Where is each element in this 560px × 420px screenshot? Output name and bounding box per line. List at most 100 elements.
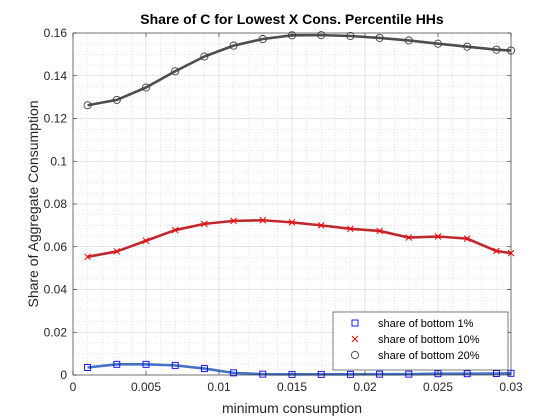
data-point [201,220,208,228]
marker-stroke [84,253,91,261]
data-point [434,370,442,378]
legend-item: share of bottom 1% [351,318,474,330]
data-point [259,370,267,378]
data-point [492,370,500,377]
data-point [492,45,501,54]
data-point [258,34,267,44]
legend-item: share of bottom 20% [350,350,480,362]
data-point [171,226,179,234]
data-point [346,31,355,41]
marker-stroke [201,220,208,228]
series-line [87,218,512,259]
marker-stroke [347,225,354,233]
legend-label: share of bottom 10% [378,334,480,346]
legend-label: share of bottom 1% [378,318,474,330]
data-point [463,370,471,378]
y-tick-label: 0 [60,368,67,382]
tick-labels: 0 0.005 0.01 0.015 0.02 0.025 0.03 0 0.02 0.04 0.0… [44,26,523,394]
marker-stroke [317,222,325,229]
legend-marker [351,335,359,343]
marker-stroke [493,247,500,255]
legend-item: share of bottom 10% [351,334,480,346]
data-point [463,42,472,51]
data-point [84,364,92,371]
data-point [493,247,500,255]
data-point [347,225,354,233]
data-point [375,33,384,42]
x-axis-label: minimum consumption [222,400,362,416]
series-line [87,363,512,376]
x-tick-label: 0.005 [131,380,161,394]
marker-stroke [376,227,383,235]
y-tick-label: 0.04 [44,283,68,297]
y-tick-label: 0.08 [44,197,68,211]
series-line [87,33,512,107]
data-point [317,370,325,378]
data-point [113,248,121,255]
data-point [200,52,209,61]
data-point [434,233,442,240]
y-tick-label: 0.12 [44,112,68,126]
data-point [259,216,267,224]
marker-stroke [288,219,296,226]
legend-marker [351,319,359,327]
data-point [84,253,91,261]
data-point [463,235,471,242]
legend-marker [350,350,360,360]
marker-stroke [230,217,237,225]
chart-title: Share of C for Lowest X Cons. Percentile… [140,11,444,27]
legend-box [332,311,509,371]
marker-stroke [463,235,471,242]
marker-stroke [434,233,442,240]
data-point [376,227,383,235]
x-tick-label: 0.02 [353,380,377,394]
data-point [288,219,296,226]
data-point [433,39,443,48]
data-point [317,31,326,40]
y-tick-label: 0.1 [50,154,67,168]
data-point [171,361,179,369]
data-point [404,36,413,45]
y-tick-label: 0.02 [44,325,68,339]
x-tick-label: 0.025 [423,380,453,394]
data-point [141,83,151,92]
data-point [317,222,325,229]
data-point [171,67,180,76]
data-point [113,360,121,368]
series-3 [83,31,516,110]
series-2 [84,216,515,261]
y-tick-label: 0.14 [44,69,68,83]
x-tick-label: 0.01 [207,380,231,394]
x-tick-label: 0.015 [277,380,307,394]
data-point [200,365,208,373]
data-point [83,101,92,110]
legend-label: share of bottom 20% [378,350,480,362]
data-point [405,234,413,241]
data-point [229,41,238,50]
data-point [287,31,297,40]
legend: share of bottom 1% share of bottom 10% sha… [332,311,509,371]
data-point [230,369,238,377]
data-point [405,370,413,378]
marker-stroke [142,237,150,245]
data-point [142,360,150,368]
data-point [230,217,237,225]
data-point [376,370,384,378]
marker-stroke [405,234,413,241]
x-tick-label: 0.03 [499,380,523,394]
x-tick-label: 0 [70,380,77,394]
series-1 [84,360,515,378]
ticks [72,32,512,376]
marker-stroke [351,335,359,343]
y-tick-label: 0.06 [44,240,68,254]
data-point [112,95,121,104]
marker-stroke [171,226,179,234]
marker-stroke [113,248,121,255]
data-point [142,237,150,245]
y-tick-label: 0.16 [44,26,68,40]
y-axis-label: Share of Aggregate Consumption [25,100,41,307]
data-point [346,370,354,378]
series-layer [83,31,516,378]
